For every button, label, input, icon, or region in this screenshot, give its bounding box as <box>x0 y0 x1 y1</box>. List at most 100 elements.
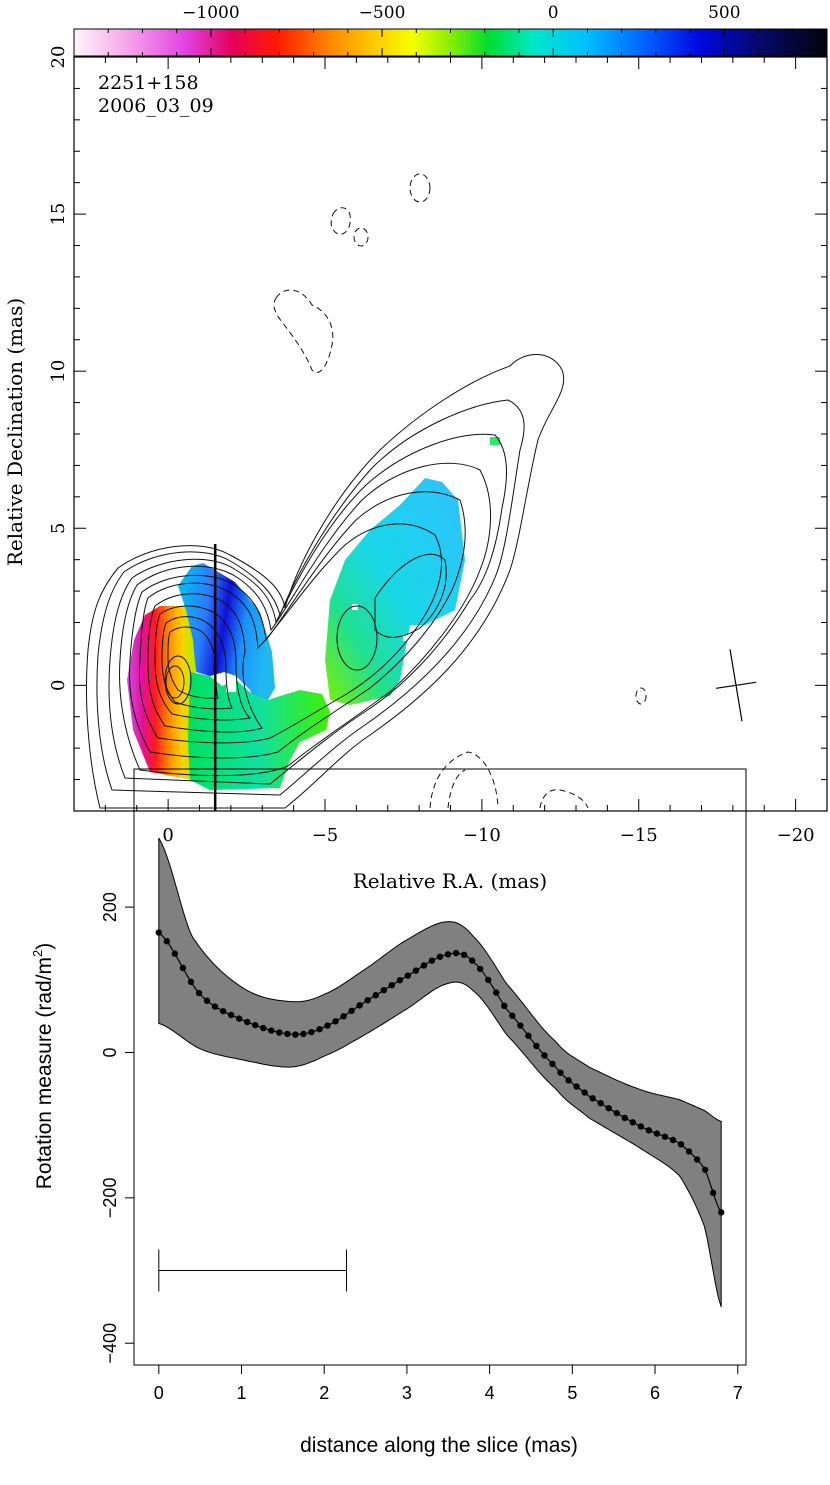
rm-point <box>501 1002 508 1010</box>
profile-y-axis-title: Rotation measure (rad/m2) <box>30 943 56 1190</box>
colorbar-tick-label: 500 <box>708 3 740 23</box>
rm-point <box>388 981 395 989</box>
profile-x-tick-label: 2 <box>319 1383 329 1403</box>
rm-point <box>412 967 420 974</box>
rm-point <box>155 929 163 936</box>
rm-point <box>356 1002 363 1009</box>
rm-point <box>517 1022 524 1029</box>
map-y-tick-label: 20 <box>48 46 69 69</box>
rm-point <box>717 1209 725 1216</box>
map-x-tick-label: 0 <box>162 825 173 846</box>
rm-point <box>685 1148 693 1155</box>
rm-point <box>621 1114 628 1122</box>
rm-point <box>340 1013 347 1020</box>
rm-point <box>219 1007 227 1015</box>
intensity-contours <box>86 353 565 809</box>
beam-size-bar <box>158 1249 348 1292</box>
rm-point <box>677 1141 685 1148</box>
profile-x-tick-label: 0 <box>154 1383 164 1403</box>
map-x-axis-title: Relative R.A. (mas) <box>353 869 547 893</box>
rm-point <box>549 1060 556 1068</box>
rm-point <box>171 950 179 957</box>
rm-point <box>653 1130 661 1137</box>
map-x-tick-label: −15 <box>620 825 658 846</box>
rm-point <box>300 1030 307 1038</box>
rm-point <box>308 1028 315 1036</box>
rm-point <box>589 1095 596 1102</box>
profile-x-tick-label: 6 <box>650 1383 660 1403</box>
rm-point <box>179 964 187 972</box>
rm-points <box>155 929 725 1216</box>
error-band <box>158 837 722 1308</box>
rm-point <box>243 1018 251 1026</box>
rm-point <box>669 1136 677 1144</box>
map-x-tick-label: −5 <box>312 825 339 846</box>
profile-x-axis-title: distance along the slice (mas) <box>300 1434 578 1457</box>
rm-point <box>436 953 444 960</box>
rm-point <box>597 1100 604 1107</box>
rm-point <box>227 1011 235 1019</box>
epoch-label: 2006_03_09 <box>98 95 214 117</box>
rm-point <box>195 989 203 997</box>
rm-point <box>645 1127 653 1134</box>
map-y-tick-label: 15 <box>48 203 69 226</box>
rm-point <box>693 1156 701 1163</box>
profile-y-tick-label: −400 <box>100 1323 120 1364</box>
rm-point <box>573 1083 580 1090</box>
rm-point <box>292 1031 299 1038</box>
rm-point <box>316 1026 323 1033</box>
rm-point <box>187 978 195 986</box>
rm-point <box>268 1027 275 1034</box>
rm-point <box>211 1003 219 1010</box>
rm-point <box>203 997 211 1004</box>
source-label: 2251+158 <box>98 72 199 94</box>
beam-cross <box>715 649 757 722</box>
rm-point <box>533 1042 540 1050</box>
rm-point <box>709 1189 717 1197</box>
colorbar-tick-label: −500 <box>359 3 406 23</box>
rm-point <box>276 1029 283 1036</box>
profile-x-tick-label: 5 <box>567 1383 577 1403</box>
rm-point <box>380 986 387 994</box>
rm-point <box>541 1052 548 1059</box>
profile-y-tick-label: 200 <box>100 892 120 922</box>
rm-profile-panel: 0 1 2 3 4 5 6 7 −400 −200 0 200 distance… <box>30 768 747 1457</box>
colorbar-tick-label: −1000 <box>182 3 240 23</box>
map-y-axis-title: Relative Declination (mas) <box>3 298 27 566</box>
profile-x-tick-label: 4 <box>485 1383 495 1403</box>
rm-point <box>372 992 379 999</box>
rm-point <box>468 957 476 964</box>
colorbar <box>74 29 827 56</box>
rm-core-region <box>127 606 197 780</box>
rm-inner-jet-region <box>178 563 275 704</box>
rm-point <box>557 1069 564 1076</box>
rm-point <box>581 1089 588 1096</box>
rm-point <box>252 1021 259 1029</box>
map-x-tick-label: −20 <box>777 825 815 846</box>
map-axis-ticks <box>74 56 827 811</box>
rm-point <box>444 951 452 958</box>
profile-y-tick-label: −200 <box>100 1178 120 1219</box>
rm-point <box>605 1105 612 1112</box>
rm-point <box>324 1022 331 1029</box>
rm-point <box>460 951 468 959</box>
rm-point <box>284 1030 291 1038</box>
rm-jet-region <box>325 478 465 705</box>
rm-point <box>420 962 428 969</box>
rm-point <box>364 997 371 1004</box>
profile-x-tick-label: 3 <box>402 1383 412 1403</box>
rm-point <box>485 976 492 984</box>
rm-point <box>452 949 460 957</box>
rm-point <box>613 1109 620 1117</box>
map-y-tick-label: 0 <box>48 680 69 691</box>
rm-point <box>701 1166 709 1173</box>
rm-point <box>332 1018 339 1025</box>
map-y-tick-label: 5 <box>48 523 69 534</box>
rm-lower-region <box>188 672 330 790</box>
rm-point <box>235 1015 243 1022</box>
rm-point <box>525 1032 532 1039</box>
rm-point <box>661 1133 669 1140</box>
rm-point <box>509 1012 516 1019</box>
rm-point <box>476 965 484 973</box>
